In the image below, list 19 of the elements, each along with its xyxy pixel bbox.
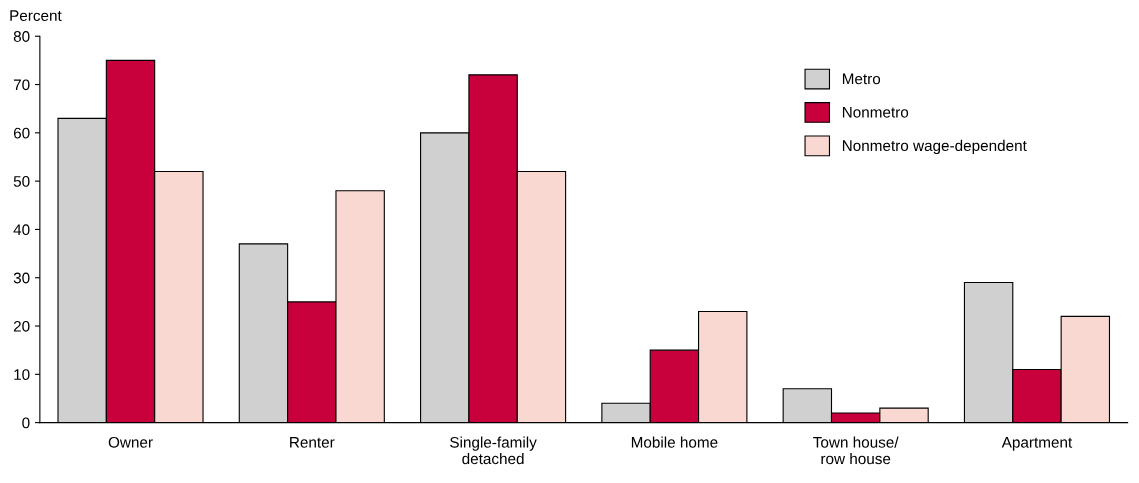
y-tick-label: 50	[13, 175, 30, 187]
y-tick-label: 40	[13, 224, 30, 236]
y-tick-label: 10	[14, 369, 30, 381]
y-tick-label: 80	[13, 31, 30, 42]
y-tick-label: 20	[13, 320, 30, 332]
x-tick-label: Town house/ row house	[813, 436, 899, 465]
x-tick-label: Apartment	[1001, 437, 1073, 451]
x-tick-label: Mobile home	[631, 436, 718, 448]
x-tick-label: Owner	[108, 436, 153, 448]
legend-label: Nonmetro	[842, 106, 909, 118]
y-tick-label: 30	[13, 272, 30, 284]
x-tick-label: Renter	[290, 437, 335, 448]
y-axis-title: Percent	[10, 10, 62, 22]
x-tick-label: Single-family detached	[450, 436, 537, 465]
legend-label: Metro	[842, 73, 881, 85]
legend-label: Nonmetro wage-dependent	[842, 139, 1027, 155]
y-tick-label: 60	[13, 127, 30, 139]
y-tick-label: 70	[13, 79, 30, 91]
y-tick-label: 0	[22, 417, 30, 429]
